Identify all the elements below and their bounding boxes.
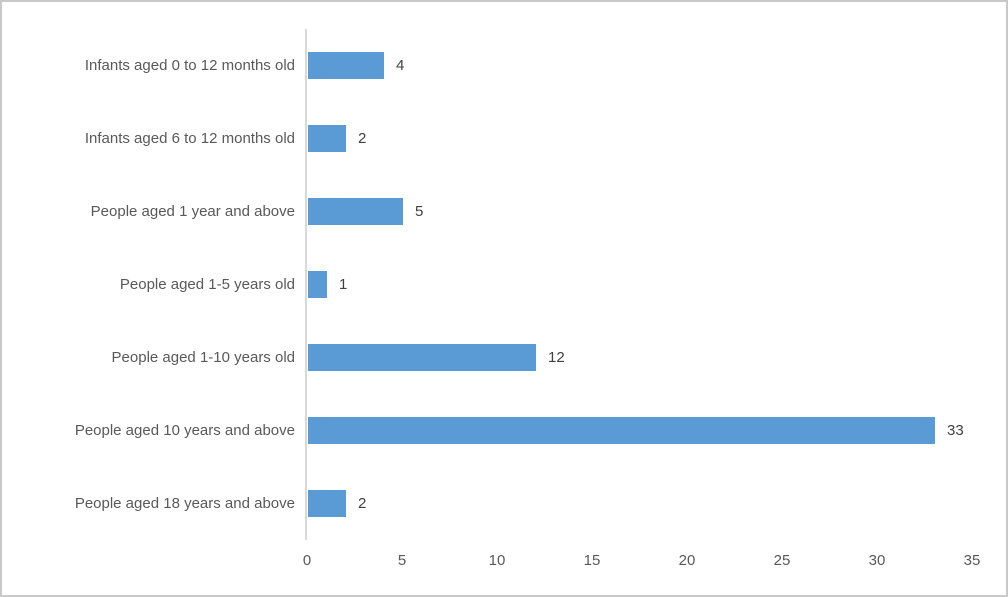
x-axis-tick-label: 35 [963, 552, 981, 569]
value-label: 33 [947, 422, 964, 439]
x-axis-tick-label: 30 [868, 552, 886, 569]
value-label: 12 [548, 349, 565, 366]
y-axis-line [305, 29, 307, 540]
value-label: 2 [358, 495, 367, 512]
x-axis-tick-label: 20 [678, 552, 696, 569]
category-label: Infants aged 6 to 12 months old [84, 130, 295, 147]
category-label: People aged 18 years and above [74, 495, 295, 512]
category-label: People aged 1-5 years old [119, 276, 295, 293]
bar [308, 125, 346, 152]
category-label: People aged 1-10 years old [111, 349, 295, 366]
bar [308, 271, 327, 298]
x-axis-tick-label: 15 [583, 552, 601, 569]
bar [308, 198, 403, 225]
value-label: 2 [358, 130, 367, 147]
bar [308, 52, 384, 79]
x-axis-tick-label: 0 [302, 552, 312, 569]
bar [308, 417, 935, 444]
category-label: People aged 1 year and above [90, 203, 295, 220]
x-axis-tick-label: 25 [773, 552, 791, 569]
value-label: 4 [396, 57, 405, 74]
category-label: Infants aged 0 to 12 months old [84, 57, 295, 74]
bar [308, 344, 536, 371]
value-label: 1 [339, 276, 348, 293]
value-label: 5 [415, 203, 424, 220]
category-label: People aged 10 years and above [74, 422, 295, 439]
x-axis-tick-label: 5 [397, 552, 407, 569]
bar [308, 490, 346, 517]
x-axis-tick-label: 10 [488, 552, 506, 569]
